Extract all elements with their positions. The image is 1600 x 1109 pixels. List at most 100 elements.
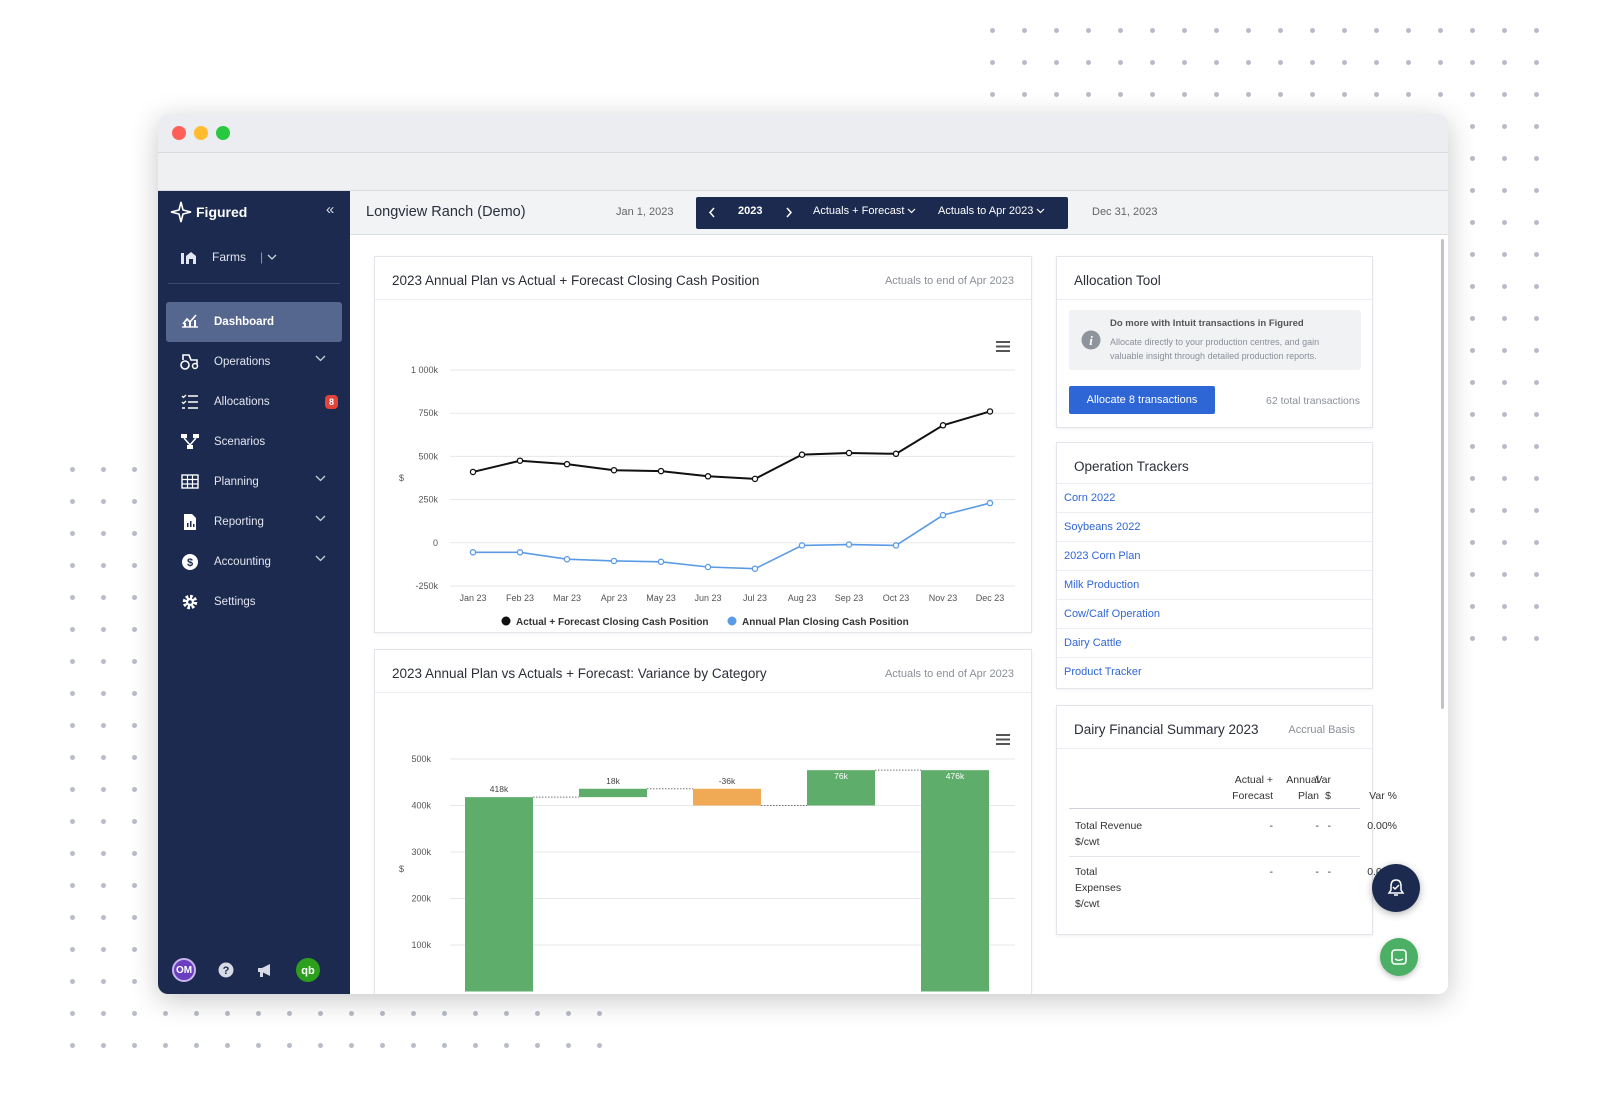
data-point[interactable] — [563, 460, 571, 468]
x-tick-label: Feb 23 — [506, 593, 534, 603]
scrollbar[interactable] — [1441, 239, 1444, 709]
waterfall-bar[interactable] — [921, 770, 989, 992]
close-window-button[interactable] — [172, 126, 186, 140]
sidebar-item-label: Accounting — [214, 556, 271, 568]
variance-chart: 500k 400k 300k 200k 100k $418k 18k -36k 76k 476k — [399, 754, 1015, 992]
actuals-to-dropdown[interactable]: Actuals to Apr 2023 — [938, 205, 1045, 217]
row-label: Total Revenue $/cwt — [1075, 820, 1143, 848]
page-title: Longview Ranch (Demo) — [366, 204, 526, 220]
actuals-to-label: Actuals to Apr 2023 — [938, 205, 1034, 217]
data-point[interactable] — [563, 555, 571, 563]
allocate-transactions-button[interactable]: Allocate 8 transactions — [1069, 386, 1215, 414]
y-tick-label: 250k — [418, 495, 438, 505]
megaphone-icon[interactable] — [256, 962, 274, 978]
sidebar-item-planning[interactable]: Planning — [166, 462, 342, 502]
collapse-sidebar-icon[interactable]: « — [326, 201, 335, 218]
minimize-window-button[interactable] — [194, 126, 208, 140]
cash-position-chart: 1 000k 750k 500k 250k 0 -250k $ Jan 23 Feb 23 Mar… — [399, 365, 1015, 628]
data-point[interactable] — [845, 541, 853, 548]
data-point[interactable] — [516, 549, 524, 556]
view-mode-label: Actuals + Forecast — [813, 205, 905, 217]
period-end-date: Dec 31, 2023 — [1092, 206, 1158, 218]
legend-item[interactable]: Actual + Forecast Closing Cash Position — [516, 617, 709, 628]
data-point[interactable] — [892, 450, 900, 458]
waterfall-bar[interactable] — [465, 797, 533, 992]
sidebar-item-dashboard[interactable]: Dashboard — [166, 302, 342, 342]
data-point[interactable] — [610, 557, 618, 565]
data-point[interactable] — [845, 449, 853, 457]
x-tick-label: Mar 23 — [553, 593, 581, 603]
sidebar-item-label: Settings — [214, 596, 256, 608]
data-point[interactable] — [798, 542, 806, 549]
svg-text:i: i — [1089, 333, 1093, 348]
data-point[interactable] — [657, 467, 665, 475]
data-label: -36k — [719, 776, 736, 786]
chat-icon — [1391, 949, 1407, 965]
top-bar: Longview Ranch (Demo) Jan 1, 2023 2023 A… — [350, 191, 1448, 235]
chevron-down-icon — [267, 254, 277, 260]
data-point[interactable] — [986, 408, 994, 415]
card-subtitle: Actuals to end of Apr 2023 — [884, 275, 1014, 287]
tracker-link[interactable]: Dairy Cattle — [1057, 628, 1372, 657]
allocation-tool-card: Allocation Tool i Do more with Intuit tr… — [1056, 256, 1373, 428]
sidebar-item-label: Operations — [214, 356, 271, 368]
tracker-link[interactable]: Soybeans 2022 — [1057, 512, 1372, 541]
y-tick-label: 400k — [411, 801, 431, 811]
table-divider — [1069, 856, 1360, 857]
farm-selector[interactable]: Farms | — [180, 249, 277, 265]
data-point[interactable] — [798, 451, 806, 458]
data-point[interactable] — [892, 542, 900, 549]
tracker-link[interactable]: Milk Production — [1057, 570, 1372, 599]
help-icon[interactable]: ? — [218, 962, 234, 978]
browser-address-bar — [158, 152, 1448, 191]
data-point[interactable] — [469, 549, 477, 556]
tracker-link[interactable]: Product Tracker — [1057, 657, 1372, 686]
sidebar-item-allocations[interactable]: Allocations 8 — [166, 382, 342, 422]
maximize-window-button[interactable] — [216, 126, 230, 140]
series-line — [473, 502, 991, 570]
waterfall-bar[interactable] — [807, 770, 875, 806]
x-tick-label: Jul 23 — [743, 593, 767, 603]
notifications-button[interactable] — [1372, 864, 1420, 912]
user-avatar[interactable]: OM — [172, 958, 196, 982]
data-point[interactable] — [939, 511, 947, 519]
quickbooks-icon[interactable]: qb — [296, 958, 320, 982]
waterfall-bar[interactable] — [579, 788, 647, 798]
divider: | — [260, 250, 264, 264]
tracker-link[interactable]: Cow/Calf Operation — [1057, 599, 1372, 628]
chat-button[interactable] — [1380, 938, 1418, 976]
chevron-down-icon — [315, 515, 326, 522]
data-point[interactable] — [986, 499, 994, 507]
previous-year-button[interactable] — [708, 207, 716, 218]
data-point[interactable] — [751, 475, 759, 483]
sidebar-item-scenarios[interactable]: Scenarios — [166, 422, 342, 462]
data-point[interactable] — [751, 565, 759, 572]
legend-marker — [501, 616, 511, 626]
data-point[interactable] — [657, 558, 665, 566]
data-point[interactable] — [516, 457, 524, 464]
row-label: Total Expenses $/cwt — [1075, 866, 1122, 910]
next-year-button[interactable] — [785, 207, 793, 218]
card-title: Operation Trackers — [1074, 459, 1189, 474]
waterfall-bar[interactable] — [693, 788, 761, 806]
sidebar-item-settings[interactable]: Settings — [166, 582, 342, 622]
legend-marker — [727, 616, 737, 626]
hamburger-menu-icon[interactable] — [996, 734, 1010, 745]
legend-item[interactable]: Annual Plan Closing Cash Position — [742, 617, 909, 628]
sidebar-item-reporting[interactable]: Reporting — [166, 502, 342, 542]
table-divider — [1069, 808, 1360, 809]
data-point[interactable] — [469, 468, 477, 476]
tracker-link[interactable]: Corn 2022 — [1057, 483, 1372, 512]
hamburger-menu-icon[interactable] — [996, 341, 1010, 352]
data-point[interactable] — [704, 563, 712, 571]
data-point[interactable] — [939, 422, 947, 429]
view-mode-dropdown[interactable]: Actuals + Forecast — [813, 205, 916, 217]
card-divider — [375, 299, 1031, 300]
data-point[interactable] — [610, 466, 618, 474]
tracker-link[interactable]: 2023 Corn Plan — [1057, 541, 1372, 570]
data-point[interactable] — [704, 473, 712, 480]
sidebar-item-operations[interactable]: Operations — [166, 342, 342, 382]
card-divider — [1057, 748, 1372, 749]
sidebar-item-accounting[interactable]: $ Accounting — [166, 542, 342, 582]
brand-logo[interactable]: Figured — [170, 201, 247, 223]
